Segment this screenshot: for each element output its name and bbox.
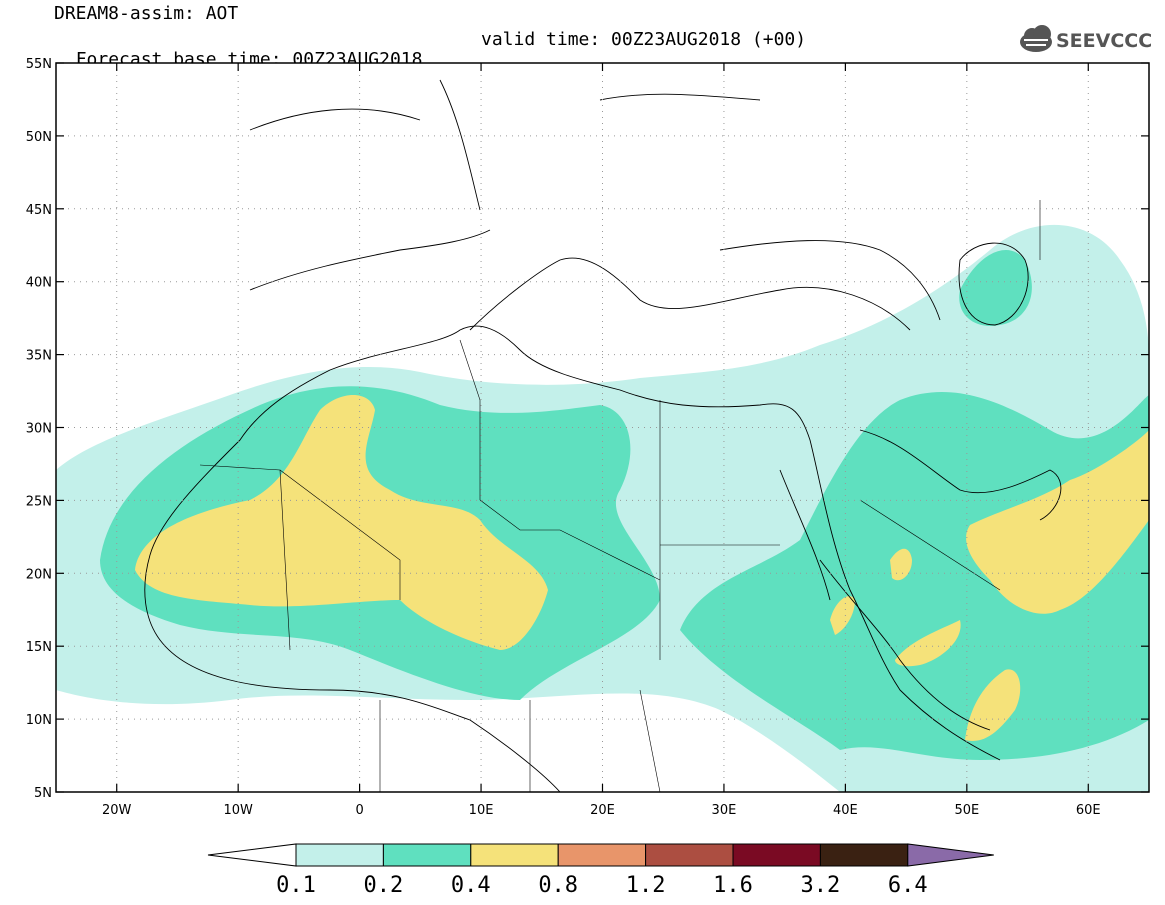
- colorbar-label: 0.1: [276, 873, 316, 898]
- coastlines: [144, 79, 1062, 792]
- map-title: DREAM8-assim: AOT: [54, 3, 239, 24]
- lon-tick-label: 60E: [1076, 803, 1101, 818]
- lon-tick-label: 50E: [954, 803, 979, 818]
- colorbar-label: 1.6: [713, 873, 753, 898]
- lat-tick-label: 35N: [26, 349, 52, 364]
- colorbar-box: [470, 843, 559, 867]
- lon-tick-label: 0: [355, 803, 363, 818]
- lat-tick-label: 5N: [34, 786, 52, 801]
- colorbar-label: 1.2: [626, 873, 666, 898]
- lat-tick-label: 25N: [26, 494, 52, 509]
- lon-tick-label: 10E: [469, 803, 494, 818]
- colorbar-box: [645, 843, 734, 867]
- aot-shade-0.4: [135, 395, 1149, 741]
- cloud-icon: [1020, 25, 1052, 52]
- colorbar-label: 0.2: [364, 873, 404, 898]
- lat-tick-label: 15N: [26, 640, 52, 655]
- lat-tick-label: 30N: [26, 422, 52, 437]
- lat-tick-label: 55N: [26, 57, 52, 72]
- colorbar-label: 6.4: [888, 873, 928, 898]
- colorbar-box: [732, 843, 821, 867]
- valid-time-label: valid time: 00Z23AUG2018 (+00): [481, 29, 807, 50]
- colorbar-label: 0.4: [451, 873, 491, 898]
- lon-tick-label: 40E: [833, 803, 858, 818]
- graticule: [56, 63, 1149, 792]
- colorbar-box: [557, 843, 647, 867]
- colorbar-low-triangle: [207, 843, 297, 867]
- lon-tick-label: 20W: [102, 803, 132, 818]
- lat-tick-label: 50N: [26, 130, 52, 145]
- colorbar-high-triangle: [907, 843, 994, 867]
- colorbar-label: 0.8: [538, 873, 578, 898]
- lat-tick-label: 10N: [26, 713, 52, 728]
- lon-tick-label: 20E: [590, 803, 615, 818]
- logo-text: SEEVCCC: [1056, 30, 1153, 52]
- lat-tick-label: 40N: [26, 276, 52, 291]
- colorbar-box: [295, 843, 384, 867]
- lon-tick-label: 10W: [223, 803, 253, 818]
- colorbar-label: 3.2: [801, 873, 841, 898]
- colorbar-box: [819, 843, 909, 867]
- lon-tick-label: 30E: [712, 803, 737, 818]
- lat-tick-label: 45N: [26, 203, 52, 218]
- colorbar-box: [382, 843, 472, 867]
- lat-tick-label: 20N: [26, 567, 52, 582]
